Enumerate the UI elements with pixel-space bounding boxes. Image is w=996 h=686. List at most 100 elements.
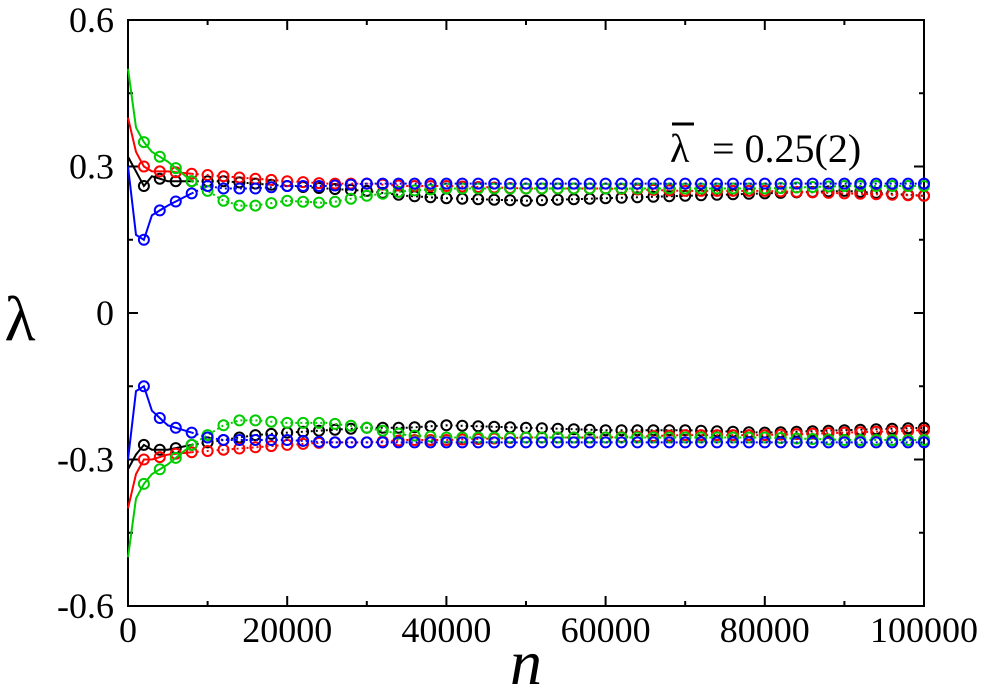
data-point [440, 436, 453, 449]
data-point [695, 436, 708, 449]
x-tick-label: 100000 [870, 610, 978, 650]
data-point [424, 191, 437, 204]
data-point [472, 431, 485, 444]
data-point [313, 196, 325, 209]
data-point [329, 195, 341, 208]
data-point [520, 194, 532, 207]
data-point [344, 178, 357, 191]
data-point [583, 423, 596, 436]
data-point [902, 436, 915, 449]
data-point [185, 438, 198, 451]
data-point [137, 438, 150, 451]
data-point [376, 436, 389, 449]
data-point [233, 434, 246, 446]
data-point [631, 177, 644, 190]
data-point [822, 177, 835, 190]
data-point [376, 177, 389, 190]
data-point [233, 414, 246, 427]
series-green-upper [127, 68, 930, 212]
data-point [647, 424, 660, 437]
data-point [742, 177, 755, 190]
data-point [217, 182, 230, 195]
data-point [535, 194, 548, 207]
data-point [647, 190, 660, 203]
x-tick-label: 0 [119, 610, 137, 650]
series-line-early [127, 117, 192, 175]
x-tick-label: 60000 [561, 610, 651, 650]
y-axis-label: λ [4, 283, 35, 354]
data-point [631, 436, 644, 449]
data-point [201, 184, 214, 197]
plot-frame [127, 19, 925, 607]
x-axis-label: n [510, 627, 542, 686]
data-point [631, 424, 644, 437]
data-point [790, 185, 803, 198]
data-point [583, 431, 596, 444]
data-point [551, 436, 564, 449]
data-point [297, 176, 310, 189]
data-point [456, 177, 469, 190]
series-line-early [127, 68, 193, 182]
data-point [758, 436, 771, 449]
data-point [233, 199, 246, 212]
data-point [456, 436, 469, 449]
data-point [663, 431, 676, 444]
data-point [233, 442, 246, 455]
data-point [360, 436, 373, 449]
data-point [169, 451, 182, 464]
data-point [329, 417, 341, 430]
data-point [535, 436, 548, 449]
data-point [249, 434, 262, 446]
data-point [854, 177, 867, 190]
data-point [727, 431, 739, 444]
data-point [360, 184, 373, 197]
data-point [663, 436, 676, 449]
data-point [137, 136, 150, 149]
data-point [217, 419, 230, 432]
data-point [615, 177, 628, 190]
data-point [472, 420, 485, 433]
data-point [153, 150, 166, 163]
x-tick-label: 80000 [720, 610, 810, 650]
data-point [440, 419, 453, 432]
data-point [185, 446, 198, 459]
data-point [329, 436, 341, 449]
data-point [408, 429, 421, 442]
data-point [695, 189, 708, 202]
data-point [169, 162, 182, 175]
annotation: λ = 0.25(2) [670, 122, 861, 171]
data-point [695, 177, 708, 190]
data-point [679, 424, 692, 437]
data-point [249, 182, 262, 195]
series-blue-upper [127, 166, 930, 246]
data-point [281, 194, 294, 207]
data-point [313, 424, 325, 437]
data-point [265, 415, 278, 428]
data-point [551, 182, 564, 195]
data-point [376, 424, 389, 437]
data-point [297, 416, 310, 429]
data-point [742, 436, 755, 449]
data-point [711, 182, 723, 195]
data-point [631, 191, 644, 204]
data-point [456, 419, 469, 432]
data-point [249, 429, 262, 442]
data-point [711, 425, 723, 438]
data-point [297, 195, 310, 208]
data-point [679, 177, 692, 190]
data-point [790, 432, 803, 445]
data-point [679, 436, 692, 449]
y-tick-label: -0.6 [57, 586, 114, 626]
data-point [392, 185, 405, 198]
data-point [647, 177, 660, 190]
data-point [711, 436, 723, 449]
data-point [472, 177, 485, 190]
data-point [265, 434, 278, 446]
data-point [297, 434, 310, 447]
data-point [137, 477, 150, 490]
data-point [615, 424, 628, 437]
data-point [615, 436, 628, 449]
data-point [249, 441, 262, 454]
data-point [774, 428, 787, 441]
series-line-early [127, 444, 193, 558]
